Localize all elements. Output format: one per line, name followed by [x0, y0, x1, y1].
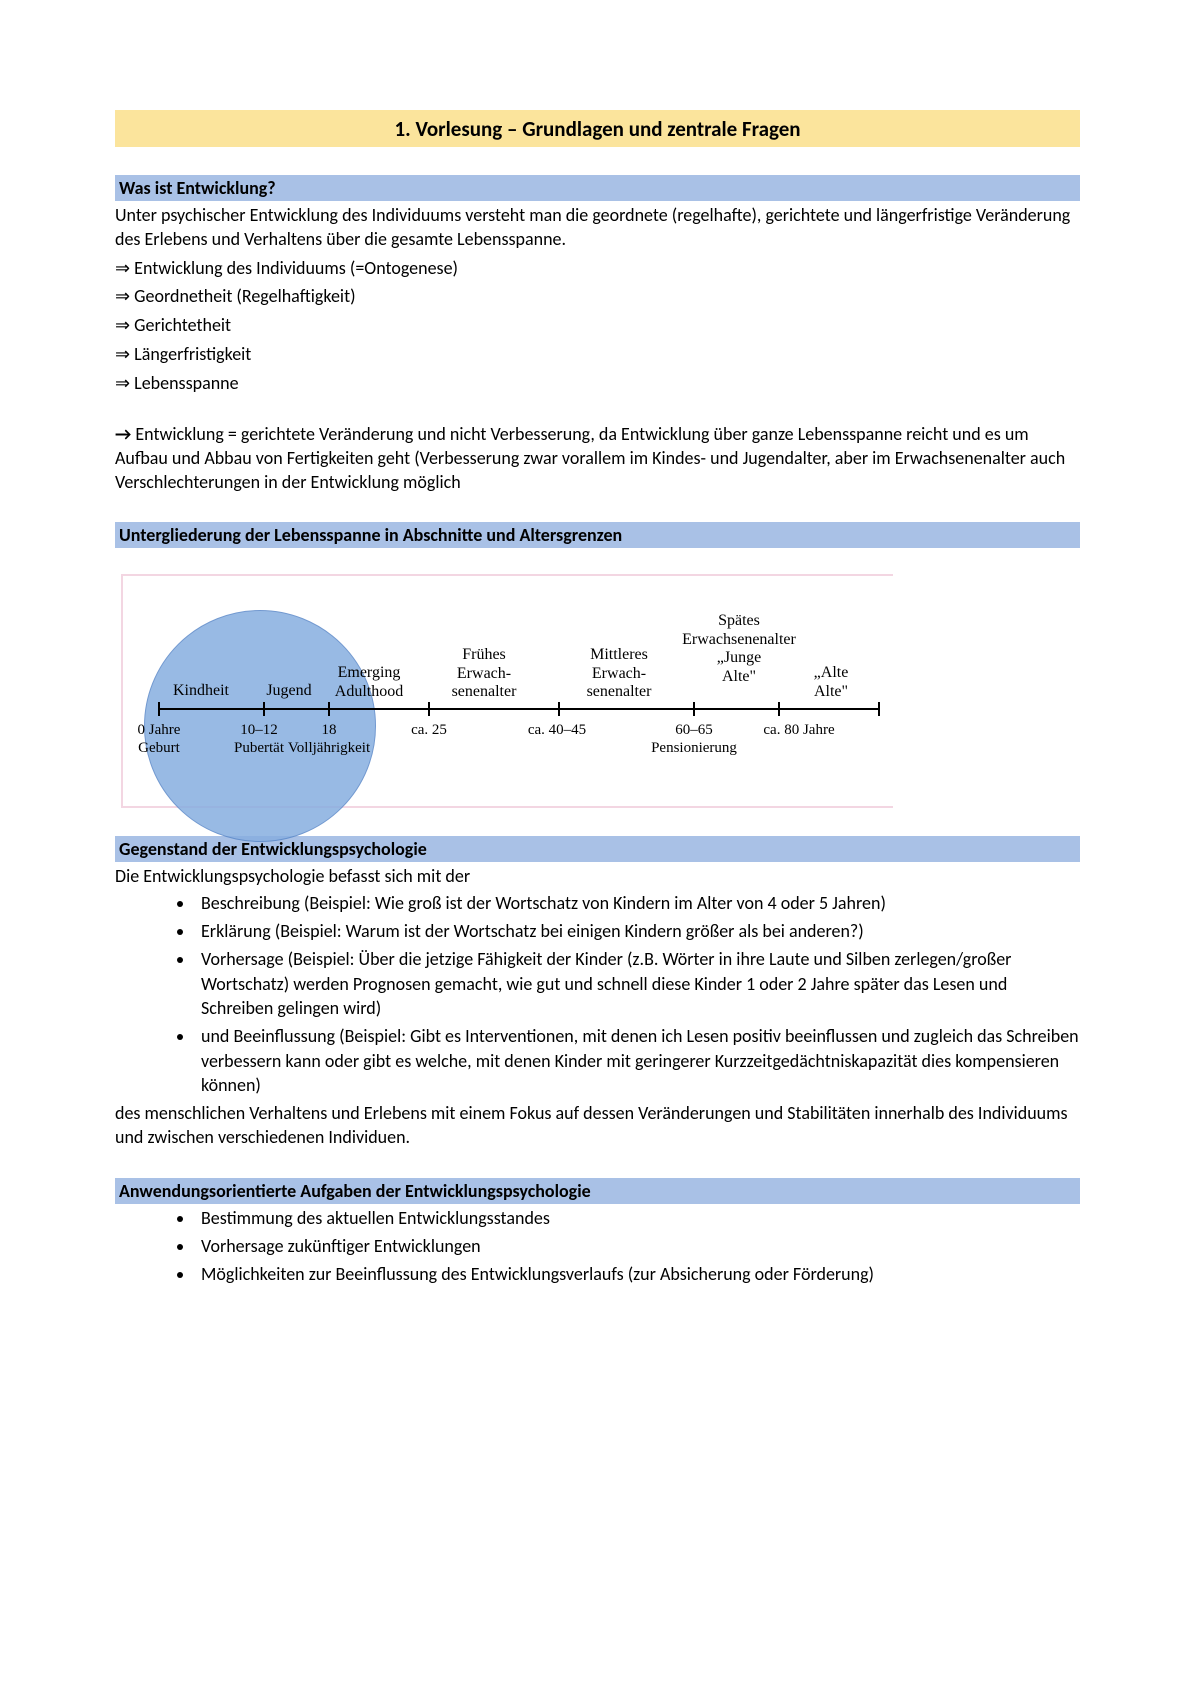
arrow-item: Längerfristigkeit — [115, 340, 1080, 369]
sec1-arrow-list: Entwicklung des Individuums (=Ontogenese… — [115, 254, 1080, 398]
sec3-outro: des menschlichen Verhaltens und Erlebens… — [115, 1101, 1080, 1150]
axis-line — [159, 708, 879, 710]
axis-tick — [158, 702, 160, 716]
axis-tick — [693, 702, 695, 716]
list-item: Beschreibung (Beispiel: Wie groß ist der… — [195, 891, 1080, 915]
list-item: Erklärung (Beispiel: Warum ist der Worts… — [195, 919, 1080, 943]
chart-bottom-label: 0 JahreGeburt — [104, 722, 214, 757]
heading-anwendung: Anwendungsorientierte Aufgaben der Entwi… — [115, 1178, 1080, 1204]
sec3-bullets: Beschreibung (Beispiel: Wie groß ist der… — [115, 891, 1080, 1097]
chart-bottom-label: ca. 25 — [374, 722, 484, 739]
chart-top-label: FrühesErwach-senenalter — [424, 646, 544, 701]
lifespan-chart: KindheitJugendEmergingAdulthoodFrühesErw… — [121, 574, 893, 808]
arrow-item: Gerichtetheit — [115, 311, 1080, 340]
list-item: Vorhersage (Beispiel: Über die jetzige F… — [195, 947, 1080, 1020]
page-title: 1. Vorlesung – Grundlagen und zentrale F… — [115, 110, 1080, 147]
axis-tick — [428, 702, 430, 716]
sec1-bigarrow: Entwicklung = gerichtete Veränderung und… — [115, 422, 1080, 495]
chart-top-label: MittleresErwach-senenalter — [559, 646, 679, 701]
arrow-item: Entwicklung des Individuums (=Ontogenese… — [115, 254, 1080, 283]
chart-top-label: EmergingAdulthood — [309, 664, 429, 701]
axis-tick — [263, 702, 265, 716]
sec3-intro: Die Entwicklungspsychologie befasst sich… — [115, 864, 1080, 888]
chart-bottom-label: 60–65 — [639, 722, 749, 739]
arrow-item: Lebensspanne — [115, 369, 1080, 398]
list-item: Vorhersage zukünftiger Entwicklungen — [195, 1234, 1080, 1258]
sec1-intro: Unter psychischer Entwicklung des Indivi… — [115, 203, 1080, 252]
big-arrow-text: Entwicklung = gerichtete Veränderung und… — [115, 423, 1065, 494]
chart-bottom-label: ca. 80 Jahre — [744, 722, 854, 739]
chart-bottom-label: 18Volljährigkeit — [274, 722, 384, 757]
list-item: Bestimmung des aktuellen Entwicklungssta… — [195, 1206, 1080, 1230]
axis-tick — [878, 702, 880, 716]
list-item: und Beeinflussung (Beispiel: Gibt es Int… — [195, 1024, 1080, 1097]
axis-tick — [778, 702, 780, 716]
sec4-bullets: Bestimmung des aktuellen Entwicklungssta… — [115, 1206, 1080, 1287]
heading-was-ist-entwicklung: Was ist Entwicklung? — [115, 175, 1080, 201]
list-item: Möglichkeiten zur Beeinflussung des Entw… — [195, 1262, 1080, 1286]
chart-bottom-label: ca. 40–45 — [502, 722, 612, 739]
chart-top-label: „AlteAlte" — [771, 664, 891, 701]
axis-tick — [328, 702, 330, 716]
chart-bottom-label: Pensionierung — [624, 740, 764, 757]
heading-untergliederung: Untergliederung der Lebensspanne in Absc… — [115, 522, 1080, 548]
axis-tick — [558, 702, 560, 716]
arrow-item: Geordnetheit (Regelhaftigkeit) — [115, 282, 1080, 311]
